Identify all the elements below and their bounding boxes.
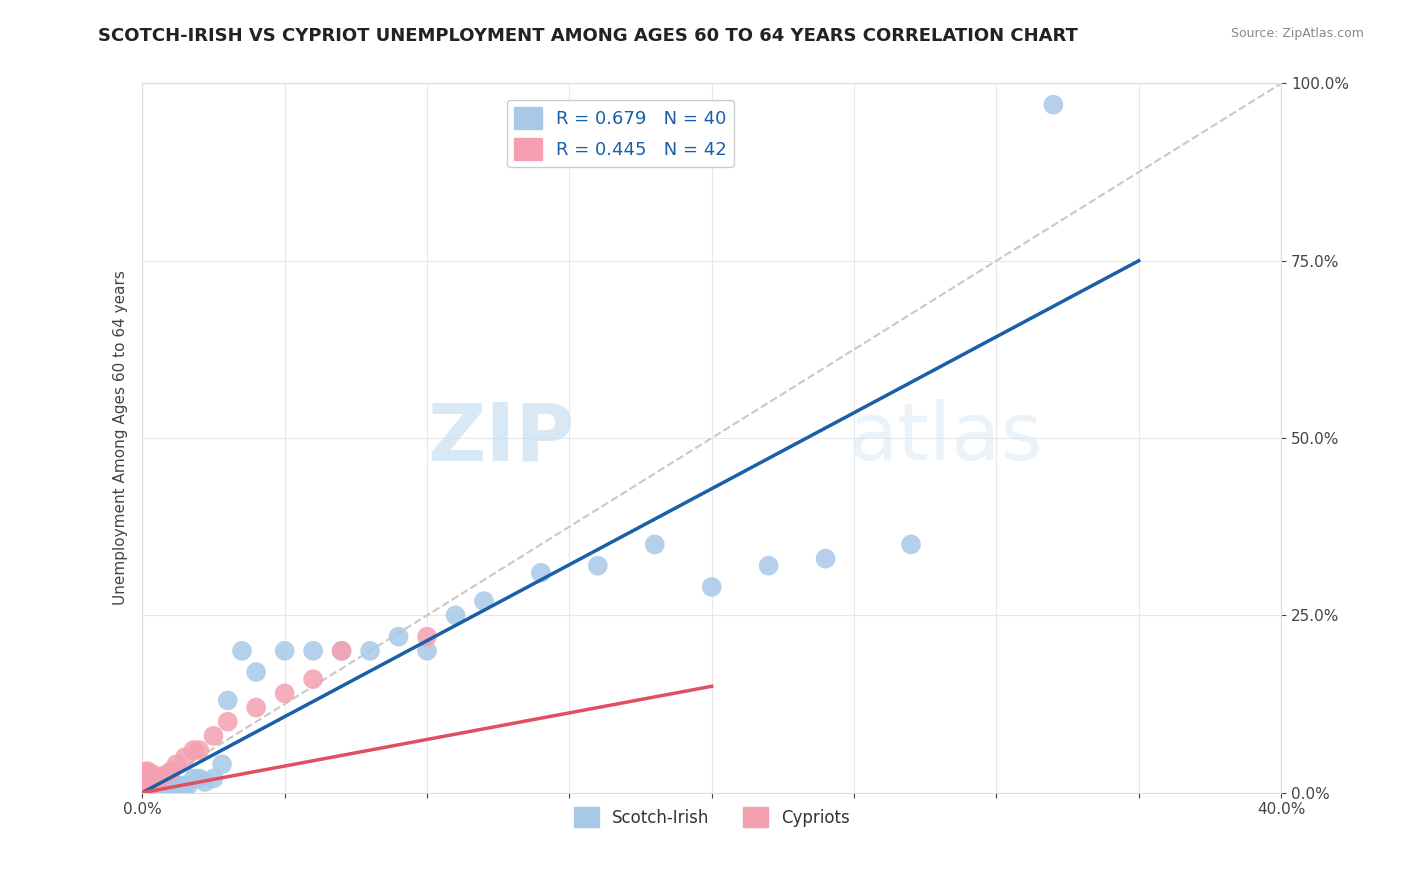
Point bbox=[134, 779, 156, 793]
Point bbox=[139, 772, 162, 786]
Point bbox=[387, 630, 409, 644]
Point bbox=[194, 775, 217, 789]
Point bbox=[330, 644, 353, 658]
Point bbox=[134, 779, 156, 793]
Point bbox=[900, 537, 922, 551]
Point bbox=[145, 779, 167, 793]
Point bbox=[136, 779, 159, 793]
Point bbox=[145, 772, 167, 786]
Point bbox=[166, 779, 188, 793]
Point bbox=[1042, 97, 1064, 112]
Point bbox=[156, 779, 179, 793]
Point bbox=[202, 772, 225, 786]
Point bbox=[139, 775, 162, 789]
Point bbox=[174, 779, 197, 793]
Point bbox=[136, 772, 159, 786]
Point bbox=[136, 779, 159, 793]
Point bbox=[330, 644, 353, 658]
Point bbox=[162, 779, 184, 793]
Point bbox=[136, 764, 159, 779]
Point bbox=[416, 644, 439, 658]
Point bbox=[136, 779, 159, 793]
Point bbox=[134, 782, 156, 797]
Point bbox=[134, 775, 156, 789]
Point bbox=[472, 594, 495, 608]
Point bbox=[159, 764, 181, 779]
Point bbox=[177, 779, 200, 793]
Point bbox=[188, 743, 211, 757]
Point bbox=[134, 782, 156, 797]
Point bbox=[273, 686, 295, 700]
Point bbox=[153, 768, 176, 782]
Point bbox=[530, 566, 553, 580]
Point bbox=[142, 772, 165, 786]
Point bbox=[142, 775, 165, 789]
Point bbox=[444, 608, 467, 623]
Point bbox=[153, 775, 176, 789]
Point bbox=[758, 558, 780, 573]
Point bbox=[302, 672, 325, 686]
Text: SCOTCH-IRISH VS CYPRIOT UNEMPLOYMENT AMONG AGES 60 TO 64 YEARS CORRELATION CHART: SCOTCH-IRISH VS CYPRIOT UNEMPLOYMENT AMO… bbox=[98, 27, 1078, 45]
Point bbox=[217, 714, 239, 729]
Point bbox=[150, 779, 173, 793]
Point bbox=[134, 772, 156, 786]
Point bbox=[172, 779, 194, 793]
Point bbox=[134, 782, 156, 797]
Point bbox=[245, 665, 267, 679]
Point bbox=[134, 779, 156, 793]
Point bbox=[586, 558, 609, 573]
Point bbox=[169, 779, 191, 793]
Point bbox=[142, 779, 165, 793]
Point bbox=[134, 775, 156, 789]
Point bbox=[183, 772, 205, 786]
Point bbox=[273, 644, 295, 658]
Point bbox=[134, 779, 156, 793]
Point bbox=[148, 772, 170, 786]
Point bbox=[134, 779, 156, 793]
Text: Source: ZipAtlas.com: Source: ZipAtlas.com bbox=[1230, 27, 1364, 40]
Point bbox=[174, 750, 197, 764]
Point bbox=[136, 768, 159, 782]
Point bbox=[245, 700, 267, 714]
Point bbox=[188, 772, 211, 786]
Point bbox=[134, 764, 156, 779]
Text: atlas: atlas bbox=[848, 399, 1043, 477]
Point bbox=[202, 729, 225, 743]
Point bbox=[231, 644, 253, 658]
Point bbox=[134, 772, 156, 786]
Point bbox=[217, 693, 239, 707]
Point bbox=[134, 779, 156, 793]
Point bbox=[814, 551, 837, 566]
Point bbox=[148, 779, 170, 793]
Y-axis label: Unemployment Among Ages 60 to 64 years: Unemployment Among Ages 60 to 64 years bbox=[114, 270, 128, 606]
Point bbox=[139, 779, 162, 793]
Point bbox=[142, 768, 165, 782]
Point bbox=[644, 537, 666, 551]
Point bbox=[134, 782, 156, 797]
Point bbox=[139, 782, 162, 797]
Point bbox=[359, 644, 381, 658]
Legend: Scotch-Irish, Cypriots: Scotch-Irish, Cypriots bbox=[567, 800, 856, 834]
Text: ZIP: ZIP bbox=[427, 399, 575, 477]
Point bbox=[159, 779, 181, 793]
Point bbox=[416, 630, 439, 644]
Point bbox=[136, 775, 159, 789]
Point bbox=[211, 757, 233, 772]
Point bbox=[166, 757, 188, 772]
Point bbox=[134, 768, 156, 782]
Point bbox=[183, 743, 205, 757]
Point bbox=[302, 644, 325, 658]
Point bbox=[700, 580, 723, 594]
